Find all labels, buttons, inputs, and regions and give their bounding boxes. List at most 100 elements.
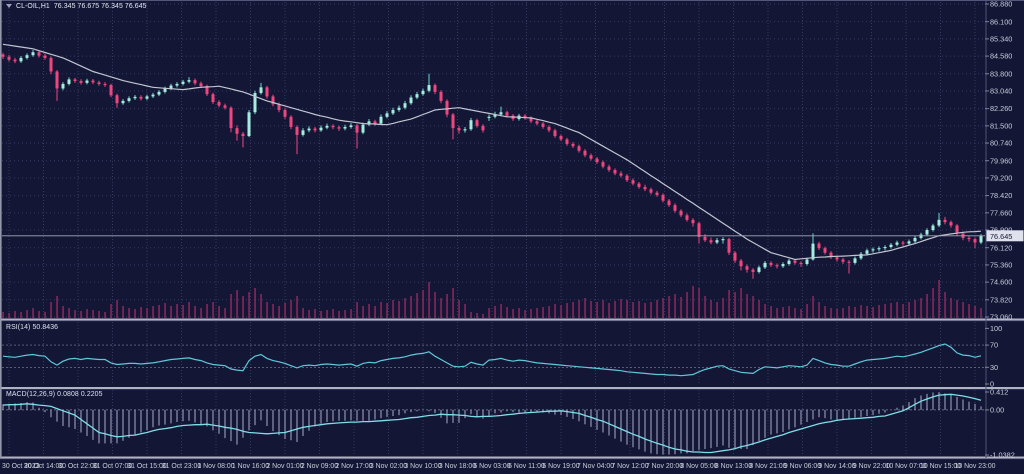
volume-bar [122, 306, 124, 318]
volume-bar [374, 306, 376, 318]
volume-bar [38, 311, 40, 318]
volume-bar [896, 302, 898, 318]
candle-bearish [337, 127, 341, 129]
candle-bullish [343, 126, 347, 129]
candle-bullish [913, 237, 917, 242]
candle-bullish [931, 225, 935, 231]
candle-bullish [979, 235, 983, 243]
price-axis-label: 86.880 [990, 0, 1012, 9]
candle-bearish [373, 121, 377, 124]
volume-bar [296, 296, 298, 318]
volume-bar [692, 286, 694, 318]
candle-bullish [421, 90, 425, 95]
volume-bar [344, 310, 346, 318]
candle-bearish [523, 115, 527, 118]
time-axis-label: 6 Nov 19:00 [542, 463, 579, 470]
candle-bearish [571, 143, 575, 147]
candle-bearish [559, 136, 563, 140]
candle-bullish [871, 249, 875, 251]
candle-bullish [883, 247, 887, 249]
time-axis-label: 6 Nov 11:00 [508, 463, 545, 470]
candle-bearish [607, 166, 611, 171]
volume-bar [962, 302, 964, 318]
time-axis-label: 10 Nov 07:00 [886, 463, 927, 470]
candle-bullish [67, 79, 71, 84]
price-axis-label: 82.260 [990, 104, 1012, 113]
candle-bullish [367, 121, 371, 125]
volume-bar [290, 300, 292, 318]
volume-bar [776, 308, 778, 318]
candle-bullish [385, 113, 389, 117]
candle-bearish [547, 126, 551, 131]
volume-bar [644, 303, 646, 318]
volume-bar [818, 302, 820, 318]
volume-bar [92, 310, 94, 318]
volume-bar [494, 306, 496, 318]
volume-bar [434, 292, 436, 318]
title-ohlc-values: 76.345 76.675 76.345 76.645 [53, 3, 147, 10]
volume-bar [668, 296, 670, 318]
volume-bar [392, 300, 394, 318]
candle-bearish [457, 128, 461, 131]
volume-bar [320, 311, 322, 318]
price-axis-label: 78.420 [990, 191, 1012, 200]
volume-bar [350, 309, 352, 318]
volume-bar [206, 304, 208, 318]
candle-bearish [439, 91, 443, 101]
volume-bar [476, 313, 478, 318]
candle-bullish [493, 114, 497, 117]
volume-bar [332, 309, 334, 318]
volume-bar [284, 303, 286, 318]
candle-bullish [253, 93, 257, 113]
price-axis-label: 80.740 [990, 139, 1012, 148]
volume-bar [746, 294, 748, 318]
volume-bar [422, 290, 424, 318]
candle-bearish [223, 105, 227, 108]
volume-bar [248, 292, 250, 318]
candle-bearish [973, 239, 977, 243]
price-axis-label: 76.120 [990, 243, 1012, 252]
candle-bullish [487, 116, 491, 118]
volume-bar [806, 304, 808, 318]
volume-bars [2, 280, 982, 318]
candle-bearish [901, 242, 905, 244]
volume-bar [200, 308, 202, 318]
volume-bar [620, 299, 622, 318]
volume-bar [650, 302, 652, 318]
candle-bearish [751, 269, 755, 272]
panel-separator [0, 318, 1024, 321]
volume-bar [254, 288, 256, 318]
price-axis-label: 79.200 [990, 174, 1012, 183]
candle-bullish [895, 242, 899, 245]
volume-bar [926, 294, 928, 318]
volume-bar [44, 312, 46, 318]
panel-separators [0, 0, 1024, 460]
time-axis-label: 30 Oct 22:00 [58, 463, 98, 470]
candle-bearish [661, 194, 665, 201]
indicator-lines [2, 43, 985, 454]
candle-bullish [937, 219, 941, 226]
macd-signal-line [2, 393, 982, 454]
volume-bar [560, 305, 562, 318]
candle-bullish [721, 239, 725, 241]
current-price-tag-bg [986, 230, 1024, 242]
volume-bar [56, 296, 58, 318]
volume-bar [674, 294, 676, 318]
price-axis-label: 79.960 [990, 156, 1012, 165]
candle-bearish [637, 183, 641, 187]
volume-bar [632, 302, 634, 318]
price-axis-label: 73.820 [990, 295, 1012, 304]
rsi-indicator-label: RSI(14) 50.8436 [6, 324, 59, 331]
price-axis-label: 76.900 [990, 226, 1012, 235]
volume-bar [536, 308, 538, 318]
candle-bearish [835, 257, 839, 260]
volume-bar [8, 313, 10, 318]
volume-bar [158, 305, 160, 318]
candle-bearish [577, 146, 581, 151]
price-axis-label: 85.340 [990, 34, 1012, 43]
candle-bearish [745, 266, 749, 270]
volume-bar [356, 302, 358, 318]
candle-bullish [427, 85, 431, 91]
